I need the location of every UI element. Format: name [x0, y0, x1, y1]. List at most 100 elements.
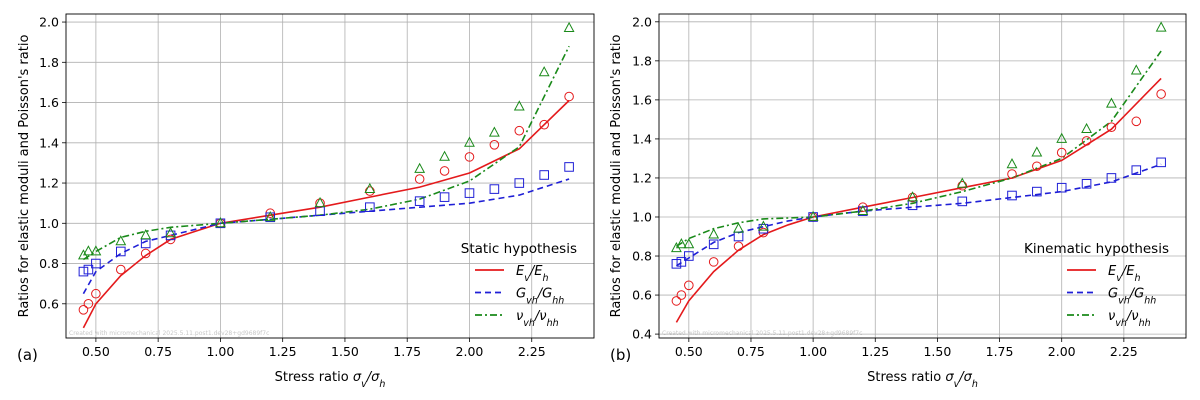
- marker-triangle: [90, 245, 102, 256]
- x-axis-label: Stress ratio σv/σh: [867, 370, 978, 390]
- y-tick-label: 0.8: [39, 256, 59, 271]
- marker-circle: [1081, 136, 1092, 146]
- marker-triangle: [675, 238, 687, 249]
- marker-circle: [564, 91, 574, 102]
- axes-frame: [658, 13, 1187, 339]
- marker-circle: [1131, 116, 1142, 127]
- x-tick-label: 1.50: [923, 344, 951, 359]
- series-line-1: [82, 178, 570, 295]
- marker-triangle: [538, 66, 550, 77]
- y-tick-label: 0.6: [632, 288, 652, 303]
- marker-square: [684, 251, 694, 261]
- marker-triangle: [857, 204, 869, 216]
- panel-label: (b): [610, 346, 631, 364]
- y-tick-label: 1.8: [39, 55, 59, 70]
- marker-square: [676, 257, 687, 267]
- y-tick-label: 0.8: [632, 249, 652, 264]
- x-tick-label: 1.00: [206, 344, 234, 359]
- marker-circle: [1056, 147, 1067, 158]
- legend-label: Gvh/Ghh: [516, 287, 564, 307]
- y-tick-label: 1.4: [39, 135, 59, 150]
- x-tick-label: 0.75: [737, 344, 765, 359]
- marker-circle: [115, 264, 126, 275]
- marker-circle: [514, 125, 525, 136]
- x-axis-label: Stress ratio σv/σh: [275, 370, 386, 390]
- marker-triangle: [439, 150, 451, 161]
- marker-circle: [1106, 122, 1117, 133]
- marker-triangle: [165, 227, 177, 238]
- marker-circle: [365, 186, 375, 196]
- marker-triangle: [414, 162, 426, 173]
- chart-panel-a: 0.50 0.75 1.00 1.25 1.50 1.75 2.00 2.25 0.6 0.8 1.…: [17, 13, 595, 390]
- marker-triangle: [488, 126, 500, 137]
- plot-area: [77, 21, 575, 329]
- panel-label: (a): [17, 346, 38, 364]
- marker-triangle: [683, 238, 695, 249]
- x-tick-label: 2.25: [518, 344, 546, 359]
- marker-triangle: [708, 228, 720, 239]
- y-tick-label: 1.6: [632, 92, 652, 107]
- marker-circle: [83, 298, 94, 309]
- marker-circle: [957, 180, 968, 191]
- y-tick-label: 0.6: [39, 296, 59, 311]
- x-tick-label: 2.25: [1110, 344, 1138, 359]
- marker-circle: [439, 166, 450, 176]
- marker-square: [464, 188, 475, 198]
- marker-circle: [708, 257, 719, 267]
- x-tick-label: 2.00: [1048, 344, 1076, 359]
- marker-triangle: [513, 100, 525, 111]
- marker-triangle: [563, 21, 575, 32]
- marker-triangle: [214, 217, 226, 228]
- marker-circle: [733, 241, 744, 252]
- marker-triangle: [807, 210, 819, 221]
- x-tick-label: 1.25: [861, 344, 889, 359]
- marker-square: [1106, 173, 1117, 183]
- y-tick-label: 0.4: [632, 327, 652, 342]
- marker-triangle: [140, 229, 152, 240]
- marker-circle: [671, 296, 682, 306]
- x-tick-label: 2.00: [456, 344, 484, 359]
- x-tick-label: 1.75: [986, 344, 1014, 359]
- marker-square: [671, 259, 682, 269]
- marker-triangle: [907, 191, 918, 202]
- x-tick-label: 0.50: [82, 344, 110, 359]
- legend-label: Ev/Eh: [516, 264, 548, 284]
- marker-square: [115, 246, 126, 257]
- marker-square: [1056, 182, 1067, 193]
- marker-triangle: [1155, 21, 1167, 32]
- marker-square: [957, 196, 968, 207]
- x-tick-label: 1.00: [799, 344, 827, 359]
- marker-square: [414, 196, 425, 206]
- marker-triangle: [733, 222, 744, 233]
- marker-square: [1032, 186, 1042, 197]
- y-tick-label: 1.0: [39, 216, 59, 231]
- marker-square: [1081, 179, 1092, 189]
- legend-label: Gvh/Ghh: [1108, 287, 1156, 307]
- axes-frame: [65, 13, 595, 339]
- y-axis-label: Ratios for elastic moduli and Poisson's …: [609, 35, 624, 318]
- marker-circle: [1032, 161, 1042, 172]
- marker-circle: [676, 290, 687, 300]
- y-tick-label: 1.0: [632, 209, 652, 224]
- x-tick-label: 1.50: [331, 344, 359, 359]
- y-tick-label: 1.6: [39, 95, 59, 110]
- marker-circle: [78, 305, 89, 315]
- marker-circle: [684, 280, 694, 291]
- marker-square: [439, 192, 450, 202]
- marker-triangle: [1006, 158, 1018, 169]
- marker-triangle: [364, 182, 376, 193]
- marker-square: [489, 184, 500, 194]
- marker-triangle: [115, 235, 127, 246]
- marker-square: [83, 264, 94, 275]
- marker-triangle: [264, 210, 276, 222]
- y-tick-label: 2.0: [632, 14, 652, 29]
- marker-triangle: [1081, 122, 1093, 134]
- marker-triangle: [464, 136, 475, 147]
- y-axis-label: Ratios for elastic moduli and Poisson's …: [17, 35, 32, 318]
- watermark: Created with micromechanical 2025.5.11.p…: [69, 330, 269, 337]
- series-line-0: [82, 99, 570, 329]
- y-tick-label: 2.0: [39, 15, 59, 30]
